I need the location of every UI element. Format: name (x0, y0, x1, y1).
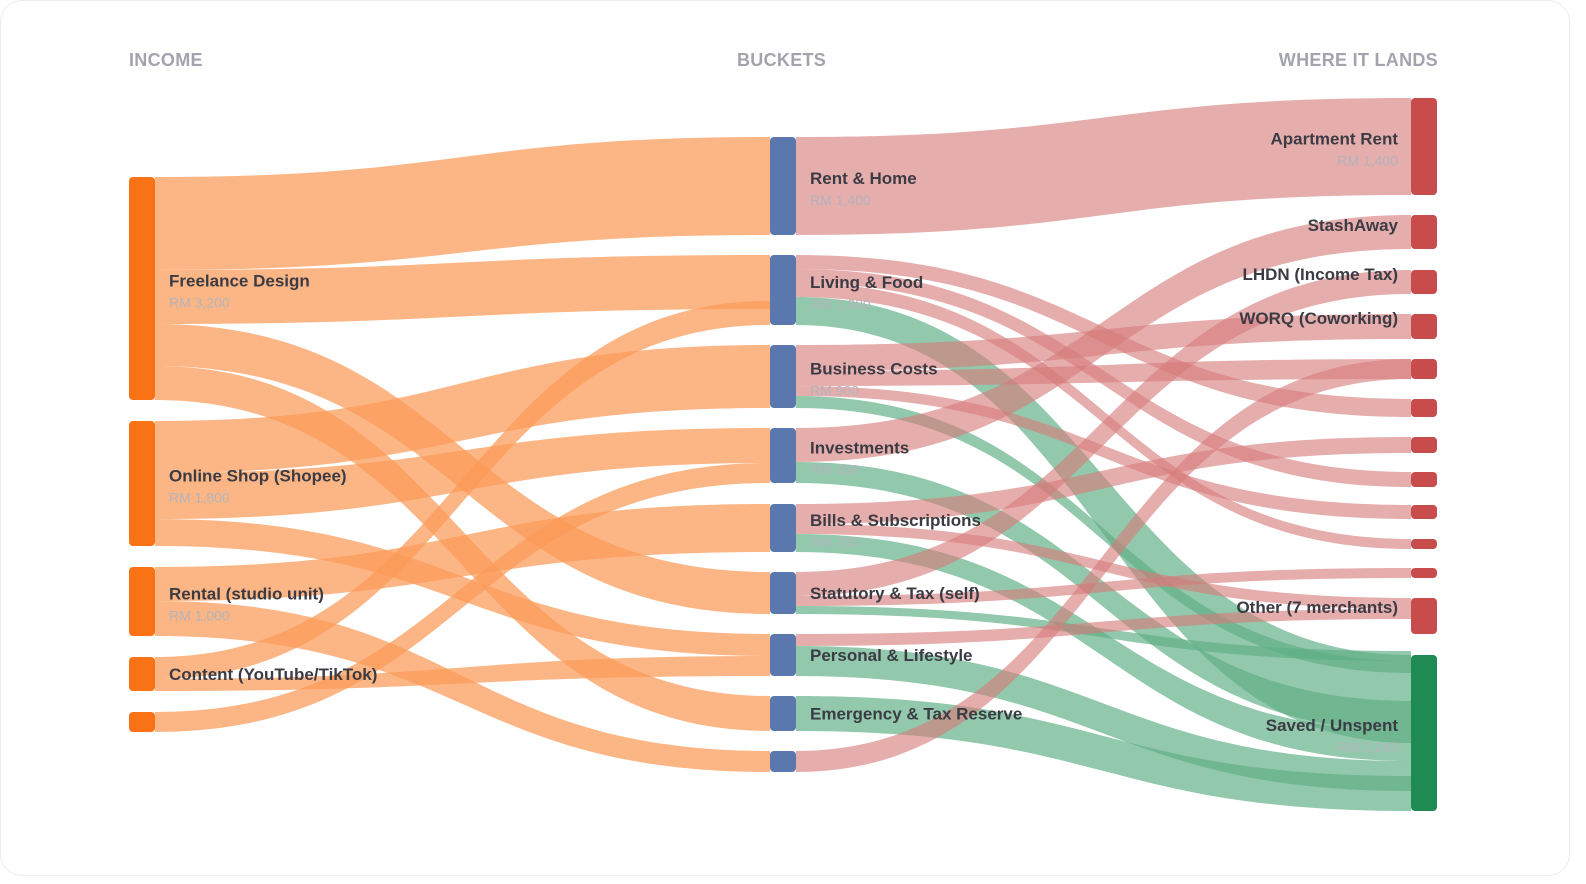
node-bills[interactable] (770, 504, 796, 552)
node-label-apt: Apartment Rent (1270, 130, 1398, 149)
node-label-saved: Saved / Unspent (1266, 716, 1399, 735)
node-label-invest: Investments (810, 439, 909, 458)
node-label-statutory: Statutory & Tax (self) (810, 584, 980, 603)
income-column-header: INCOME (129, 50, 203, 70)
node-label-emergency: Emergency & Tax Reserve (810, 705, 1022, 724)
link-living-to-d10 (796, 283, 1411, 549)
node-d5[interactable] (1411, 359, 1437, 379)
node-shop[interactable] (129, 421, 155, 546)
node-label-stashaway: StashAway (1308, 216, 1399, 235)
link-business-to-d9 (796, 386, 1411, 519)
node-d10[interactable] (1411, 539, 1437, 549)
link-bills-to-saved (796, 534, 1411, 761)
node-value-business: RM 900 (810, 383, 859, 399)
node-value-rental: RM 1,000 (169, 608, 230, 624)
link-other_income-to-invest (155, 463, 770, 732)
node-label-rent: Rent & Home (810, 169, 917, 188)
link-bucket_other-to-d5 (796, 359, 1411, 772)
node-label-content: Content (YouTube/TikTok) (169, 665, 377, 684)
node-value-freelance: RM 3,200 (169, 295, 230, 311)
link-living-to-saved (796, 297, 1411, 743)
link-freelance-to-living (155, 255, 770, 324)
link-statutory-to-saved (796, 606, 1411, 661)
node-label-shop: Online Shop (Shopee) (169, 467, 347, 486)
link-shop-to-business (155, 345, 770, 473)
link-invest-to-saved (796, 462, 1411, 731)
node-d8[interactable] (1411, 472, 1437, 487)
link-bills-to-d7 (796, 437, 1411, 524)
flow-links (155, 98, 1411, 811)
node-content[interactable] (129, 657, 155, 691)
link-rent-to-apt (796, 98, 1411, 235)
node-other_income[interactable] (129, 712, 155, 732)
node-label-freelance: Freelance Design (169, 272, 310, 291)
node-label-bills: Bills & Subscriptions (810, 511, 981, 530)
buckets-column-header: BUCKETS (737, 50, 827, 70)
node-emergency[interactable] (770, 696, 796, 731)
link-statutory-to-d11 (796, 568, 1411, 606)
link-personal-to-saved (796, 646, 1411, 791)
node-label-business: Business Costs (810, 360, 938, 379)
node-d6[interactable] (1411, 399, 1437, 417)
flow-labels: Freelance Design RM 3,200 Online Shop (Sho… (169, 130, 1399, 756)
node-label-personal: Personal & Lifestyle (810, 646, 973, 665)
node-label-worq: WORQ (Coworking) (1239, 309, 1398, 328)
node-value-shop: RM 1,800 (169, 490, 230, 506)
node-value-rent: RM 1,400 (810, 192, 871, 208)
node-statutory[interactable] (770, 572, 796, 614)
link-rental-to-bucket_other (155, 601, 770, 772)
node-bucket_other[interactable] (770, 751, 796, 772)
link-personal-to-other_merchants (796, 609, 1411, 646)
node-value-living: RM 1,000 (810, 296, 871, 312)
flow-nodes (129, 98, 1437, 811)
node-d9[interactable] (1411, 505, 1437, 519)
link-content-to-living (155, 301, 770, 679)
link-invest-to-stashaway (796, 215, 1411, 462)
link-content-to-personal (155, 656, 770, 691)
link-statutory-to-lhdn (796, 270, 1411, 596)
node-living[interactable] (770, 255, 796, 325)
link-freelance-to-rent (155, 137, 770, 270)
node-stashaway[interactable] (1411, 215, 1437, 249)
link-rental-to-bills (155, 504, 770, 601)
node-other_merchants[interactable] (1411, 598, 1437, 634)
node-rental[interactable] (129, 567, 155, 636)
node-label-living: Living & Food (810, 273, 923, 292)
node-freelance[interactable] (129, 177, 155, 400)
node-worq[interactable] (1411, 314, 1437, 339)
sankey-diagram: Freelance Design RM 3,200 Online Shop (Sho… (129, 98, 1437, 811)
link-business-to-d5 (796, 359, 1411, 386)
node-label-other_merchants: Other (7 merchants) (1236, 598, 1398, 617)
node-business[interactable] (770, 345, 796, 408)
node-personal[interactable] (770, 634, 796, 676)
link-business-to-saved (796, 396, 1411, 673)
node-value-invest: RM 800 (810, 462, 859, 478)
node-label-rental: Rental (studio unit) (169, 585, 324, 604)
node-apt[interactable] (1411, 98, 1437, 195)
destinations-column-header: WHERE IT LANDS (1278, 50, 1438, 70)
node-invest[interactable] (770, 428, 796, 483)
node-value-bills: RM 700 (810, 534, 859, 550)
node-saved[interactable] (1411, 655, 1437, 811)
node-rent[interactable] (770, 137, 796, 235)
node-label-lhdn: LHDN (Income Tax) (1242, 265, 1398, 284)
node-d11[interactable] (1411, 568, 1437, 578)
node-value-apt: RM 1,400 (1337, 153, 1398, 169)
link-shop-to-invest (155, 428, 770, 519)
node-d7[interactable] (1411, 437, 1437, 453)
node-value-saved: RM 2,243 (1337, 739, 1398, 755)
node-lhdn[interactable] (1411, 270, 1437, 294)
